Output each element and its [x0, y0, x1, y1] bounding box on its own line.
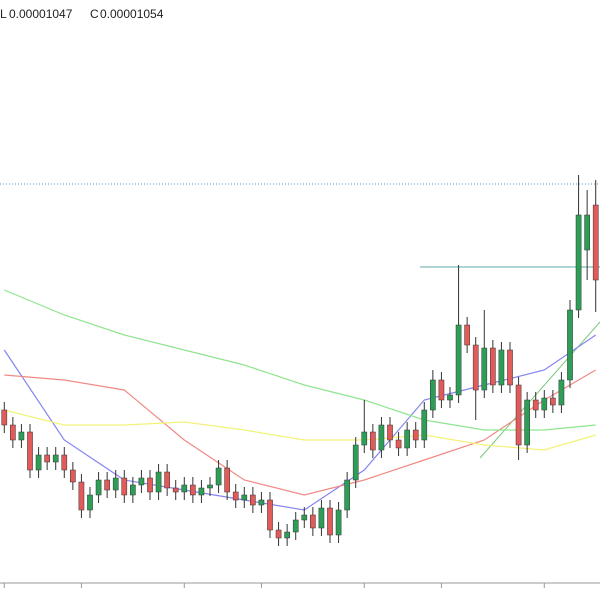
candle-body: [327, 507, 333, 536]
candle-body: [87, 494, 93, 511]
moving-average: [3, 334, 597, 511]
candle-body: [472, 344, 479, 391]
candle-body: [224, 467, 230, 493]
moving-average: [4, 369, 597, 496]
candle-body: [258, 499, 265, 506]
candle-body: [310, 514, 316, 529]
low-value: 0.00001047: [9, 7, 73, 21]
candle-body: [52, 454, 59, 463]
close-label: C: [90, 7, 99, 21]
candle-body: [70, 469, 76, 483]
candle-body: [335, 509, 342, 536]
candle-body: [78, 481, 85, 511]
candle-body: [412, 429, 419, 441]
low-label: L: [0, 7, 7, 21]
candle-body: [61, 454, 68, 471]
candle-body: [430, 379, 436, 411]
candle-body: [584, 214, 590, 251]
candle-body: [361, 431, 368, 446]
candle-body: [35, 454, 42, 471]
candle-body: [447, 394, 453, 401]
candle-body: [44, 454, 50, 463]
candle-body: [181, 484, 188, 493]
candle-body: [198, 487, 205, 496]
candle-body: [172, 487, 179, 493]
candle-body: [155, 471, 162, 493]
candle-body: [130, 484, 136, 496]
candle-body: [250, 494, 256, 506]
candle-body: [241, 494, 248, 501]
candle-body: [395, 439, 402, 449]
candle-body: [190, 484, 196, 496]
candle-body: [575, 214, 582, 311]
candle-body: [207, 484, 213, 489]
candle-body: [267, 499, 273, 531]
candle-body: [524, 399, 530, 446]
candle-body: [164, 471, 170, 489]
candle-body: [515, 384, 522, 446]
candle-body: [490, 347, 496, 386]
moving-average: [4, 289, 596, 431]
candle-body: [104, 479, 110, 491]
trend-line: [479, 321, 600, 459]
candle-body: [138, 477, 145, 486]
candle-body: [378, 424, 385, 451]
candle-body: [232, 491, 239, 501]
candle-body: [507, 349, 513, 386]
candle-body: [27, 431, 33, 471]
candle-body: [215, 467, 222, 486]
candle-body: [292, 519, 299, 533]
candle-body: [10, 424, 16, 441]
candle-body: [318, 507, 325, 529]
candle-body: [532, 399, 539, 411]
close-value: 0.00001054: [100, 7, 164, 21]
candle-body: [352, 444, 359, 481]
moving-average: [4, 409, 596, 451]
candle-body: [592, 204, 599, 281]
candle-body: [301, 514, 308, 521]
candle-body: [550, 397, 556, 406]
candle-body: [121, 477, 128, 496]
candle-body: [438, 379, 445, 401]
candle-body: [370, 431, 376, 451]
candle-body: [387, 424, 393, 441]
candle-body: [541, 397, 548, 411]
candle-body: [481, 347, 488, 391]
candle-body: [421, 409, 428, 441]
candle-body: [1, 409, 8, 426]
candle-body: [284, 531, 290, 539]
candle-body: [147, 477, 153, 493]
candle-body: [567, 309, 573, 381]
candle-body: [275, 529, 282, 539]
candle-body: [455, 324, 462, 396]
candle-body: [498, 349, 505, 386]
candle-body: [558, 379, 565, 406]
candle-body: [404, 429, 410, 449]
candle-body: [18, 431, 25, 441]
candle-body: [95, 479, 102, 496]
candle-body: [464, 324, 470, 346]
candle-body: [344, 479, 350, 511]
candle-body: [112, 477, 119, 491]
